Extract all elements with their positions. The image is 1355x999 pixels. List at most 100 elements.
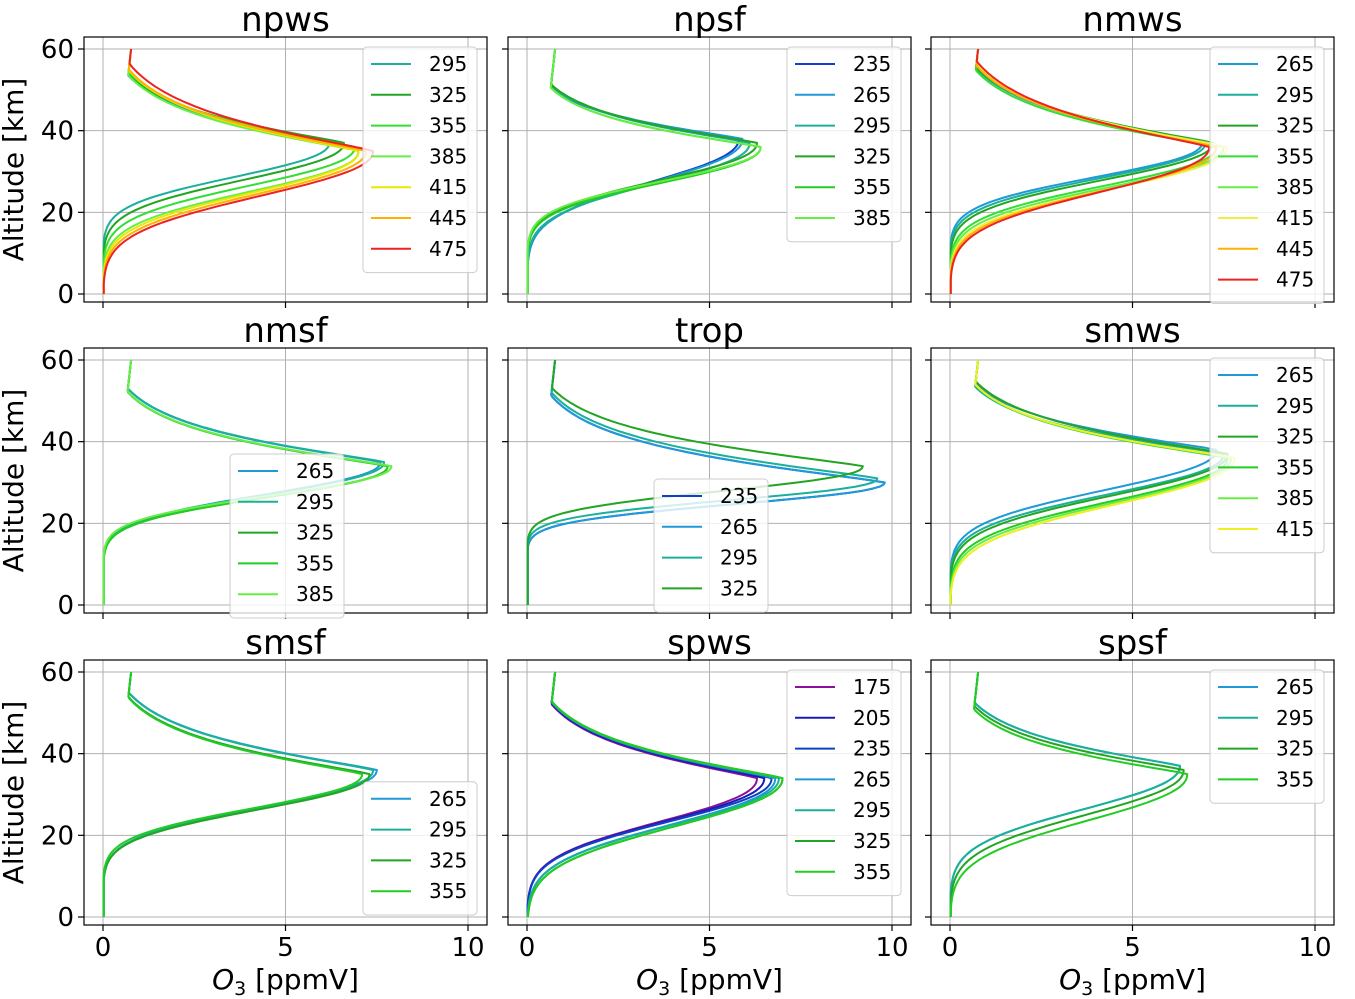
legend-label: 295 — [1276, 83, 1314, 107]
y-tick-label: 20 — [41, 509, 74, 539]
panel-title: nmws — [1082, 0, 1182, 40]
legend-label: 355 — [296, 551, 334, 575]
legend: 265 295 325 355 385 415 445 475 — [1209, 46, 1325, 304]
y-tick-label: 0 — [57, 280, 74, 310]
y-axis-label: Altitude [km] — [0, 78, 30, 262]
series-line-295 — [949, 671, 1181, 917]
legend-box — [1209, 46, 1325, 304]
legend-label: 385 — [853, 206, 891, 230]
y-tick-label: 60 — [41, 346, 74, 376]
series-line-475 — [102, 48, 375, 294]
series-line-385 — [526, 48, 762, 294]
legend-label: 205 — [853, 706, 891, 730]
legend-box — [362, 781, 478, 916]
legend-box — [653, 478, 769, 613]
legend-box — [786, 669, 902, 897]
legend-label: 475 — [429, 237, 467, 261]
legend: 265 295 325 355 385 — [229, 453, 345, 619]
legend-label: 445 — [1276, 237, 1314, 261]
panel-title: spsf — [1098, 623, 1168, 663]
series-line-325 — [949, 359, 1229, 605]
panel-title: trop — [675, 311, 744, 351]
x-axis-label: O3 [ppmV] — [636, 963, 783, 999]
panel-smsf: 0 5 10 0 20 40 60 smsf Altitude [km] O3 [ppmV] 265… — [0, 623, 488, 999]
series-line-265 — [526, 671, 777, 917]
series-line-415 — [949, 48, 1229, 294]
legend: 265 295 325 355 385 415 — [1209, 357, 1325, 554]
legend-label: 295 — [296, 490, 334, 514]
legend-label: 355 — [1276, 455, 1314, 479]
legend-label: 415 — [1276, 206, 1314, 230]
series-line-355 — [102, 671, 364, 917]
series-line-355 — [526, 671, 784, 918]
curves — [949, 359, 1236, 605]
legend: 265 295 325 355 — [1209, 669, 1325, 804]
panel-trop: trop 235 265 295 325 — [502, 311, 912, 619]
legend-label: 265 — [429, 787, 467, 811]
panel-title: npws — [241, 0, 330, 40]
legend-label: 475 — [1276, 268, 1314, 292]
series-line-415 — [949, 359, 1236, 605]
legend-label: 295 — [853, 798, 891, 822]
series-line-175 — [526, 671, 758, 917]
legend-box — [229, 453, 345, 619]
y-tick-label: 40 — [41, 117, 74, 147]
legend-label: 295 — [720, 546, 758, 570]
y-tick-label: 40 — [41, 740, 74, 770]
x-tick-label: 5 — [701, 933, 718, 963]
y-tick-label: 0 — [57, 903, 74, 933]
series-line-445 — [949, 48, 1218, 294]
legend-label: 385 — [1276, 175, 1314, 199]
legend-label: 355 — [429, 879, 467, 903]
panel-title: spws — [667, 623, 752, 663]
series-line-475 — [949, 48, 1211, 294]
panel-title: nmsf — [243, 311, 328, 351]
y-tick-label: 20 — [41, 198, 74, 228]
y-tick-label: 40 — [41, 428, 74, 458]
y-axis-label: Altitude [km] — [0, 701, 30, 885]
legend-label: 265 — [1276, 675, 1314, 699]
legend-label: 265 — [1276, 52, 1314, 76]
series-line-325 — [526, 48, 758, 294]
legend-label: 385 — [1276, 486, 1314, 510]
legend-box — [1209, 669, 1325, 804]
legend-label: 415 — [429, 175, 467, 199]
y-tick-label: 0 — [57, 591, 74, 621]
y-tick-label: 20 — [41, 821, 74, 851]
curves — [526, 48, 762, 294]
x-tick-label: 10 — [875, 933, 908, 963]
series-line-385 — [102, 359, 393, 605]
curves — [102, 48, 375, 294]
y-tick-label: 60 — [41, 658, 74, 688]
curves — [949, 671, 1189, 917]
series-line-325 — [526, 359, 864, 605]
x-tick-label: 0 — [95, 933, 112, 963]
panel-title: smsf — [245, 623, 327, 663]
series-line-355 — [949, 671, 1189, 917]
legend-label: 235 — [853, 737, 891, 761]
legend-label: 325 — [853, 829, 891, 853]
panel-nmws: nmws 265 295 325 355 385 415 445 475 — [925, 0, 1335, 308]
curves — [102, 671, 378, 917]
x-tick-label: 0 — [519, 933, 536, 963]
legend-label: 295 — [1276, 394, 1314, 418]
legend-label: 325 — [720, 576, 758, 600]
x-tick-label: 5 — [1124, 933, 1141, 963]
legend-label: 355 — [1276, 144, 1314, 168]
legend-label: 265 — [296, 459, 334, 483]
panel-title: smws — [1084, 311, 1180, 351]
x-tick-label: 10 — [1298, 933, 1331, 963]
series-line-265 — [949, 671, 1181, 917]
curves — [526, 359, 886, 605]
legend-label: 175 — [853, 675, 891, 699]
legend-label: 265 — [1276, 363, 1314, 387]
legend-label: 325 — [429, 83, 467, 107]
legend-label: 325 — [1276, 425, 1314, 449]
legend-label: 295 — [1276, 706, 1314, 730]
legend-label: 385 — [429, 144, 467, 168]
legend-label: 235 — [853, 52, 891, 76]
legend-label: 325 — [1276, 737, 1314, 761]
panel-spws: 0 5 10 spws O3 [ppmV] 175 205 235 265 295 325 355 — [502, 623, 912, 999]
legend-label: 355 — [853, 175, 891, 199]
